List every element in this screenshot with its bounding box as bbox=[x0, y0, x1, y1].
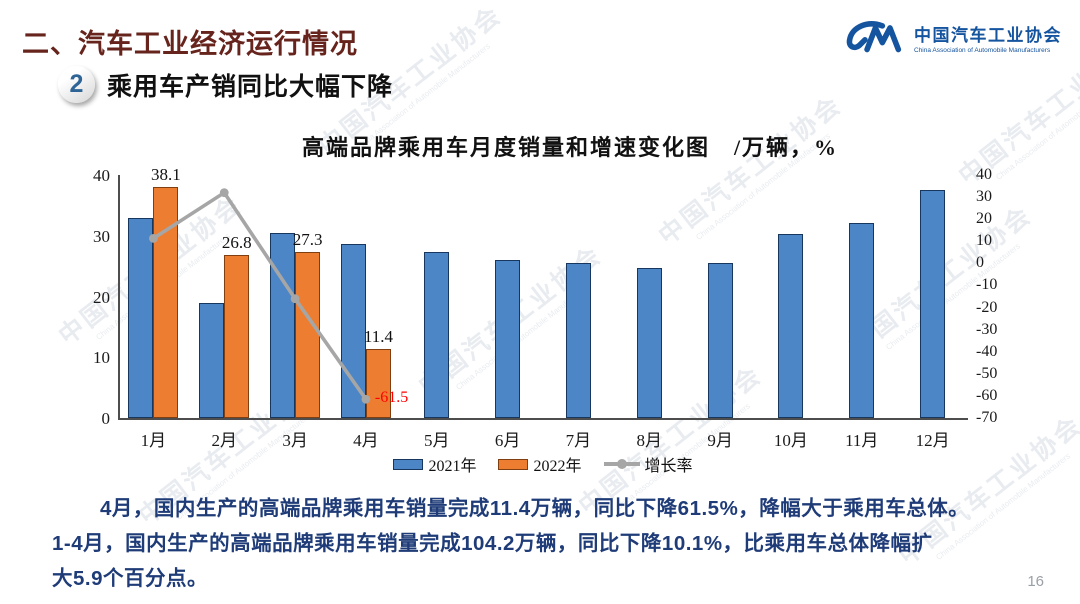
bar-2022-4月 bbox=[365, 348, 391, 418]
y2-axis-tick-label: -30 bbox=[976, 320, 998, 338]
bar-2022-2月 bbox=[224, 255, 250, 418]
section-title: 二、汽车工业经济运行情况 bbox=[22, 29, 358, 59]
bar-2021-11月 bbox=[849, 222, 875, 418]
chart-title: 高端品牌乘用车月度销量和增速变化图 /万辆，% bbox=[301, 135, 839, 160]
bar-2021-12月 bbox=[920, 189, 946, 418]
legend-item-2022: 2022年 bbox=[498, 452, 582, 476]
y-axis-tick-label: 0 bbox=[101, 409, 111, 428]
bar-2021-5月 bbox=[424, 251, 450, 418]
page-number: 16 bbox=[1027, 573, 1044, 590]
y2-axis-tick-label: -10 bbox=[976, 276, 998, 294]
y-axis-tick-label: 20 bbox=[93, 287, 110, 307]
caam-logo-en: China Association of Automobile Manufact… bbox=[914, 46, 1051, 54]
data-label-2022-3月: 27.3 bbox=[292, 230, 323, 250]
legend-line-marker bbox=[603, 459, 640, 469]
x-axis-tick-label: 4月 bbox=[353, 431, 379, 450]
y2-axis-tick-label: 20 bbox=[976, 210, 992, 228]
x-axis-tick-label: 11月 bbox=[845, 431, 879, 450]
bar-2021-9月 bbox=[707, 263, 733, 418]
caam-logo-cn: 中国汽车工业协会 bbox=[914, 25, 1062, 45]
caam-logo-icon bbox=[846, 21, 902, 53]
y2-axis-tick-label: 0 bbox=[976, 254, 984, 272]
chart-legend: 2021年 2022年 增长率 bbox=[118, 452, 968, 476]
x-axis-tick-label: 7月 bbox=[565, 431, 592, 450]
y-axis-tick-label: 10 bbox=[93, 348, 110, 368]
summary-line-3: 大5.9个百分点。 bbox=[52, 567, 208, 590]
bar-2021-10月 bbox=[778, 233, 804, 418]
y2-axis-tick-label: -70 bbox=[976, 409, 998, 426]
x-axis-tick-label: 1月 bbox=[140, 431, 167, 450]
x-axis-tick-label: 2月 bbox=[211, 431, 238, 450]
y-axis-tick-label: 40 bbox=[93, 166, 110, 185]
y-axis-line bbox=[118, 175, 120, 418]
legend-label-growth: 增长率 bbox=[644, 458, 693, 475]
bar-2022-3月 bbox=[295, 252, 321, 418]
legend-label-2021: 2021年 bbox=[428, 458, 477, 475]
x-axis-tick-label: 12月 bbox=[915, 431, 950, 450]
summary-text: 4月，国内生产的高端品牌乘用车销量完成11.4万辆，同比下降61.5%，降幅大于… bbox=[52, 491, 1052, 596]
bar-2021-6月 bbox=[495, 260, 521, 418]
legend-label-2022: 2022年 bbox=[533, 458, 582, 475]
x-axis-line bbox=[118, 418, 968, 420]
x-axis-tick-label: 9月 bbox=[707, 431, 733, 450]
x-axis-tick-label: 10月 bbox=[773, 431, 808, 450]
x-axis-tick-label: 5月 bbox=[424, 431, 450, 450]
y2-axis-tick-label: 30 bbox=[976, 188, 992, 206]
y2-axis-tick-label: -40 bbox=[976, 342, 998, 360]
summary-line-1: 4月，国内生产的高端品牌乘用车销量完成11.4万辆，同比下降61.5%，降幅大于… bbox=[100, 497, 970, 520]
data-label-2022-2月: 26.8 bbox=[221, 233, 252, 253]
y2-axis-tick-label: -50 bbox=[976, 364, 998, 382]
data-label-2022-1月: 38.1 bbox=[151, 164, 181, 184]
x-axis-tick-label: 3月 bbox=[282, 431, 308, 450]
bar-2021-2月 bbox=[199, 303, 225, 418]
bar-2022-1月 bbox=[153, 186, 179, 418]
y-axis-tick-label: 30 bbox=[93, 226, 110, 246]
point-title: 乘用车产销同比大幅下降 bbox=[107, 72, 394, 101]
legend-item-2021: 2021年 bbox=[393, 452, 476, 476]
bar-2021-7月 bbox=[565, 263, 591, 418]
y2-axis-tick-label: -60 bbox=[976, 386, 998, 404]
summary-line-2: 1-4月，国内生产的高端品牌乘用车销量完成104.2万辆，同比下降10.1%，比… bbox=[52, 532, 933, 555]
y2-axis-tick-label: 10 bbox=[976, 232, 992, 250]
legend-swatch-2022 bbox=[498, 458, 529, 470]
x-axis-tick-label: 8月 bbox=[636, 431, 663, 450]
data-label-growth-last: -61.5 bbox=[374, 389, 409, 407]
bar-2021-8月 bbox=[636, 267, 662, 418]
point-number-badge: 2 bbox=[58, 66, 95, 103]
legend-item-growth: 增长率 bbox=[603, 452, 693, 476]
data-label-2022-4月: 11.4 bbox=[363, 326, 393, 346]
y2-axis-tick-label: 40 bbox=[976, 166, 992, 183]
caam-logo: 中国汽车工业协会 China Association of Automobile… bbox=[842, 14, 1062, 60]
y2-axis-tick-label: -20 bbox=[976, 298, 998, 316]
bar-2021-1月 bbox=[128, 217, 154, 418]
x-axis-tick-label: 6月 bbox=[494, 431, 521, 450]
caam-logo-text: 中国汽车工业协会 China Association of Automobile… bbox=[914, 21, 1062, 54]
legend-swatch-2021 bbox=[393, 458, 424, 470]
bar-2021-3月 bbox=[270, 232, 296, 418]
point-heading: 2 乘用车产销同比大幅下降 bbox=[58, 66, 393, 103]
